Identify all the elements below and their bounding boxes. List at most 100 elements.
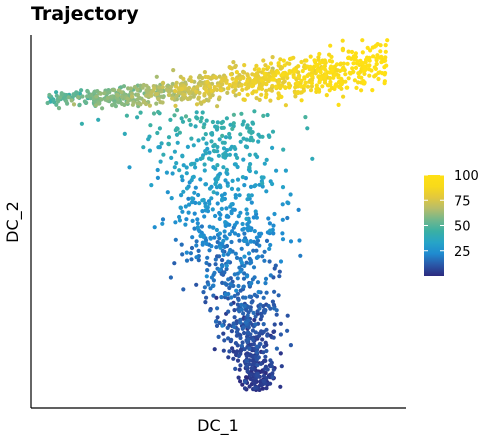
scatter-point bbox=[188, 75, 193, 80]
scatter-point bbox=[268, 358, 273, 363]
scatter-point bbox=[94, 94, 99, 99]
scatter-point bbox=[266, 72, 271, 78]
scatter-point bbox=[278, 321, 283, 326]
scatter-point bbox=[281, 58, 286, 63]
scatter-point bbox=[211, 148, 216, 153]
scatter-point bbox=[277, 77, 282, 83]
scatter-point bbox=[247, 129, 252, 134]
scatter-point bbox=[337, 84, 342, 90]
scatter-point bbox=[244, 354, 249, 359]
scatter-point bbox=[234, 333, 239, 338]
scatter-point bbox=[160, 221, 165, 226]
scatter-point bbox=[226, 309, 231, 314]
scatter-point bbox=[242, 347, 247, 352]
scatter-point bbox=[204, 238, 209, 243]
scatter-point bbox=[204, 295, 209, 300]
scatter-point bbox=[217, 95, 222, 100]
scatter-point bbox=[236, 187, 241, 192]
scatter-point bbox=[200, 240, 205, 245]
scatter-point bbox=[217, 171, 223, 176]
scatter-point bbox=[274, 168, 279, 173]
scatter-point bbox=[217, 231, 222, 236]
scatter-point bbox=[210, 207, 215, 212]
scatter-point bbox=[317, 51, 322, 57]
scatter-point bbox=[56, 106, 62, 111]
scatter-point bbox=[274, 308, 279, 313]
scatter-point bbox=[177, 214, 182, 220]
scatter-point bbox=[200, 75, 205, 81]
scatter-point bbox=[341, 61, 346, 66]
scatter-point bbox=[238, 288, 243, 293]
scatter-point bbox=[248, 239, 253, 244]
scatter-point bbox=[373, 66, 378, 71]
scatter-point bbox=[169, 84, 174, 89]
scatter-point bbox=[195, 217, 200, 222]
scatter-point bbox=[376, 70, 381, 75]
scatter-point bbox=[172, 113, 177, 118]
scatter-point bbox=[233, 251, 238, 256]
scatter-point bbox=[204, 89, 209, 94]
scatter-point bbox=[320, 65, 325, 70]
scatter-point bbox=[236, 283, 241, 289]
scatter-point bbox=[232, 84, 238, 89]
scatter-point bbox=[254, 255, 259, 260]
scatter-point bbox=[203, 208, 208, 213]
scatter-point bbox=[308, 64, 313, 69]
scatter-point bbox=[280, 217, 285, 222]
scatter-point bbox=[305, 73, 310, 78]
scatter-point bbox=[199, 115, 204, 121]
scatter-point bbox=[235, 177, 241, 182]
scatter-point bbox=[184, 165, 189, 170]
scatter-point bbox=[300, 68, 305, 74]
scatter-points bbox=[45, 38, 390, 392]
scatter-point bbox=[263, 308, 268, 313]
scatter-point bbox=[221, 238, 226, 243]
scatter-point bbox=[314, 83, 319, 88]
scatter-point bbox=[47, 92, 52, 98]
scatter-point bbox=[214, 323, 220, 328]
scatter-point bbox=[345, 85, 350, 90]
scatter-point bbox=[261, 58, 266, 63]
scatter-point bbox=[232, 308, 237, 313]
scatter-point bbox=[224, 167, 229, 172]
scatter-point bbox=[251, 265, 257, 270]
scatter-point bbox=[89, 92, 94, 97]
scatter-point bbox=[125, 100, 130, 105]
scatter-point bbox=[241, 284, 246, 289]
scatter-point bbox=[219, 120, 224, 125]
scatter-point bbox=[228, 282, 233, 287]
scatter-point bbox=[222, 338, 227, 343]
scatter-point bbox=[231, 60, 236, 65]
scatter-point bbox=[138, 110, 143, 115]
scatter-point bbox=[219, 206, 224, 211]
scatter-point bbox=[258, 341, 263, 347]
scatter-point bbox=[54, 90, 59, 95]
scatter-point bbox=[218, 245, 223, 250]
scatter-point bbox=[189, 161, 195, 166]
scatter-point bbox=[276, 81, 281, 86]
scatter-point bbox=[80, 94, 85, 99]
scatter-point bbox=[226, 336, 231, 341]
scatter-point bbox=[272, 289, 277, 294]
scatter-point bbox=[318, 76, 323, 81]
scatter-point bbox=[268, 242, 273, 248]
scatter-point bbox=[223, 292, 228, 297]
scatter-point bbox=[155, 175, 160, 180]
scatter-point bbox=[239, 83, 244, 88]
scatter-point bbox=[216, 334, 221, 339]
scatter-point bbox=[238, 363, 243, 368]
scatter-point bbox=[264, 82, 269, 87]
scatter-point bbox=[255, 344, 260, 349]
scatter-point bbox=[240, 382, 245, 387]
scatter-point bbox=[285, 75, 290, 80]
scatter-point bbox=[253, 80, 258, 85]
scatter-point bbox=[244, 364, 249, 369]
scatter-point bbox=[121, 84, 127, 89]
scatter-point bbox=[360, 38, 365, 43]
scatter-point bbox=[194, 243, 199, 248]
scatter-point bbox=[194, 239, 199, 244]
scatter-point bbox=[309, 81, 314, 86]
scatter-point bbox=[241, 311, 246, 316]
scatter-point bbox=[221, 152, 226, 157]
scatter-point bbox=[308, 54, 313, 59]
